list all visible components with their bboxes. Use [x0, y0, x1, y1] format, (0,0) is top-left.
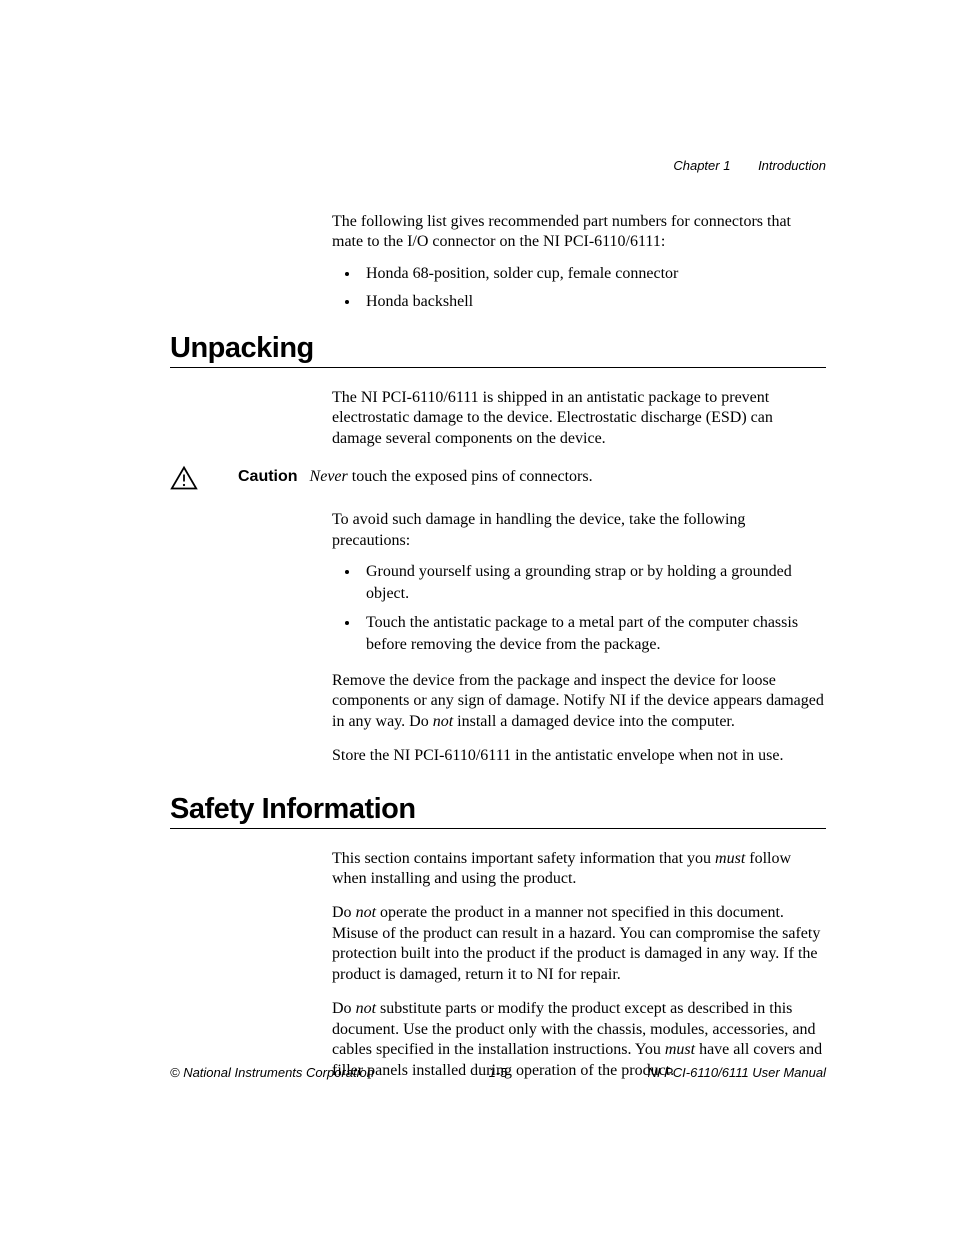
header-title: Introduction	[758, 158, 826, 173]
unpacking-p3: Remove the device from the package and i…	[332, 671, 826, 732]
footer-left: © National Instruments Corporation	[170, 1065, 374, 1080]
list-item: Honda 68-position, solder cup, female co…	[360, 263, 826, 285]
caution-label: Caution	[238, 468, 298, 485]
text-span: install a damaged device into the comput…	[453, 713, 735, 730]
caution-icon	[170, 465, 210, 496]
text-span: Do	[332, 1000, 356, 1017]
safety-heading: Safety Information	[170, 793, 826, 826]
intro-block: The following list gives recommended par…	[332, 212, 826, 314]
unpacking-heading: Unpacking	[170, 332, 826, 365]
unpacking-block-2: To avoid such damage in handling the dev…	[332, 510, 826, 766]
text-italic: not	[356, 904, 376, 921]
list-item: Honda backshell	[360, 291, 826, 313]
list-item: Ground yourself using a grounding strap …	[360, 561, 826, 606]
header-chapter: Chapter 1	[673, 158, 730, 173]
unpacking-p4: Store the NI PCI-6110/6111 in the antist…	[332, 746, 826, 766]
text-span: This section contains important safety i…	[332, 850, 715, 867]
unpacking-p1: The NI PCI-6110/6111 is shipped in an an…	[332, 388, 826, 449]
footer-center: 1-5	[489, 1065, 508, 1080]
running-header: Chapter 1 Introduction	[673, 158, 826, 173]
list-item: Touch the antistatic package to a metal …	[360, 612, 826, 657]
intro-paragraph: The following list gives recommended par…	[332, 212, 826, 253]
safety-p2: Do not operate the product in a manner n…	[332, 903, 826, 985]
section-rule	[170, 828, 826, 829]
text-italic: must	[715, 850, 745, 867]
text-span: Do	[332, 904, 356, 921]
unpacking-block: The NI PCI-6110/6111 is shipped in an an…	[332, 388, 826, 449]
text-italic: not	[433, 713, 453, 730]
page: Chapter 1 Introduction The following lis…	[0, 0, 954, 1235]
text-italic: must	[665, 1041, 695, 1058]
footer-right: NI PCI-6110/6111 User Manual	[648, 1065, 826, 1080]
text-span: operate the product in a manner not spec…	[332, 904, 820, 982]
unpacking-bullets: Ground yourself using a grounding strap …	[332, 561, 826, 657]
text-italic: not	[356, 1000, 376, 1017]
safety-p1: This section contains important safety i…	[332, 849, 826, 890]
safety-block: This section contains important safety i…	[332, 849, 826, 1082]
intro-bullets: Honda 68-position, solder cup, female co…	[332, 263, 826, 314]
caution-rest: touch the exposed pins of connectors.	[348, 468, 593, 485]
section-rule	[170, 367, 826, 368]
caution-italic: Never	[310, 468, 348, 485]
caution-text: Caution Never touch the exposed pins of …	[238, 467, 593, 488]
caution-row: Caution Never touch the exposed pins of …	[170, 467, 826, 496]
page-footer: © National Instruments Corporation 1-5 N…	[170, 1065, 826, 1080]
unpacking-p2: To avoid such damage in handling the dev…	[332, 510, 826, 551]
